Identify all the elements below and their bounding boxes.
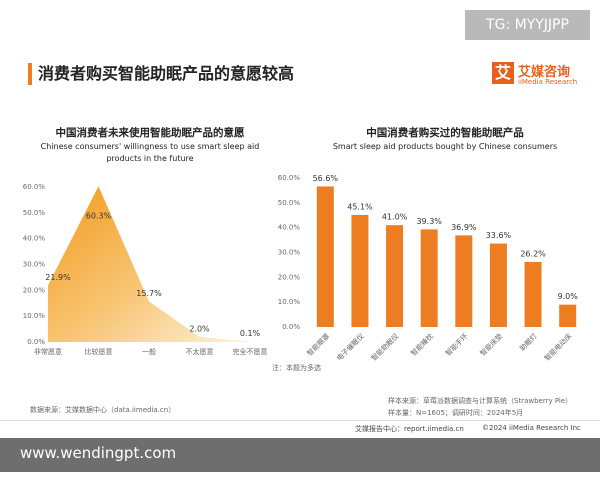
value-label: 41.0% <box>382 213 408 222</box>
x-tick-label: 智能眼罩 <box>305 331 331 357</box>
value-label: 2.0% <box>189 324 210 333</box>
value-label: 39.3% <box>416 217 442 226</box>
x-tick-label: 智能床垫 <box>478 331 504 357</box>
y-tick-label: 20.0% <box>278 273 301 281</box>
y-tick-label: 30.0% <box>278 249 301 257</box>
copyright: ©2024 iiMedia Research Inc <box>482 424 581 432</box>
bar <box>316 186 334 327</box>
value-label: 21.9% <box>45 273 71 282</box>
logo-en: iiMedia Research <box>518 78 578 86</box>
watermark: www.wendingpt.com <box>20 444 177 462</box>
value-label: 15.7% <box>136 289 162 298</box>
x-tick-label: 完全不愿意 <box>233 347 268 356</box>
x-tick-label: 智能电动床 <box>542 331 573 362</box>
sample-size: 样本量：N=1605；调研时间：2024年5月 <box>388 409 524 417</box>
bar <box>386 225 404 327</box>
x-tick-label: 智能助眠仪 <box>369 331 400 362</box>
chart-title: 中国消费者未来使用智能助眠产品的意愿 <box>55 127 245 139</box>
value-label: 0.1% <box>240 329 261 338</box>
bar <box>455 235 473 327</box>
x-tick-label: 电子催眠仪 <box>335 331 366 362</box>
x-tick-label: 智能睡枕 <box>409 331 435 357</box>
y-tick-label: 10.0% <box>278 298 301 306</box>
bar <box>559 304 577 327</box>
value-label: 45.1% <box>347 203 373 212</box>
sample-source: 样本来源：草莓派数据调查与计算系统（Strawberry Pie） <box>388 397 573 405</box>
logo-icon: 艾 <box>492 62 514 84</box>
y-tick-label: 50.0% <box>23 209 46 217</box>
y-tick-label: 40.0% <box>23 235 46 243</box>
bar <box>524 261 542 327</box>
value-label: 33.6% <box>486 231 512 240</box>
value-label: 60.3% <box>86 212 112 221</box>
source: 数据来源：艾媒数据中心（data.iimedia.cn） <box>30 406 176 414</box>
chart-title: 中国消费者购买过的智能助眠产品 <box>366 127 524 139</box>
value-label: 26.2% <box>520 249 546 258</box>
footer-band <box>0 438 600 472</box>
divider <box>0 420 600 421</box>
x-tick-label: 不太愿意 <box>186 347 214 356</box>
title-bar <box>28 63 32 85</box>
report-center: 艾媒报告中心：report.iimedia.cn <box>355 425 464 433</box>
chart-subtitle: Chinese consumers' willingness to use sm… <box>40 142 260 163</box>
x-tick-label: 非常愿意 <box>34 347 62 356</box>
bar <box>351 215 369 327</box>
y-tick-label: 20.0% <box>23 286 46 294</box>
y-tick-label: 0.0% <box>27 338 45 346</box>
y-tick-label: 60.0% <box>23 183 46 191</box>
bar <box>420 229 438 327</box>
y-tick-label: 40.0% <box>278 224 301 232</box>
y-tick-label: 30.0% <box>23 261 46 269</box>
x-tick-label: 智能手环 <box>443 331 469 357</box>
x-tick-label: 比较愿意 <box>85 347 113 356</box>
x-tick-label: 助眠灯 <box>518 331 539 352</box>
bar <box>489 243 507 327</box>
page-title: 消费者购买智能助眠产品的意愿较高 <box>38 64 295 83</box>
value-label: 9.0% <box>558 292 579 301</box>
y-tick-label: 0.0% <box>282 323 300 331</box>
value-label: 56.6% <box>313 174 339 183</box>
note: 注：本题为多选 <box>272 364 321 372</box>
x-tick-label: 一般 <box>142 347 156 356</box>
y-tick-label: 60.0% <box>278 174 301 182</box>
y-tick-label: 50.0% <box>278 199 301 207</box>
area <box>48 186 250 342</box>
chart-subtitle: Smart sleep aid products bought by Chine… <box>332 142 558 151</box>
value-label: 36.9% <box>451 223 477 232</box>
y-tick-label: 10.0% <box>23 312 46 320</box>
watermark: TG: MYYJJPP <box>465 10 590 40</box>
logo-cn: 艾媒咨询 <box>518 65 571 80</box>
